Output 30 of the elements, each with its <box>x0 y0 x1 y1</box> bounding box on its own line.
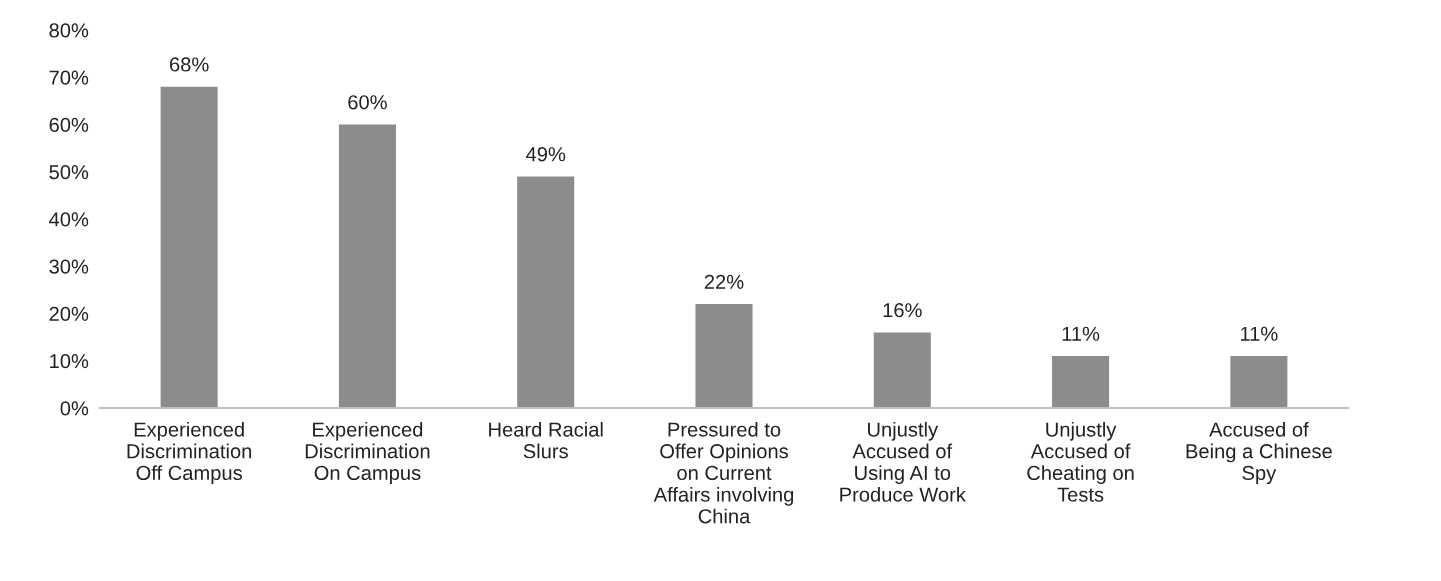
y-tick-label: 30% <box>49 259 89 274</box>
bar <box>1052 356 1110 408</box>
data-label: 16% <box>883 303 922 318</box>
y-tick-label: 60% <box>49 117 89 132</box>
y-tick-label: 70% <box>49 70 89 85</box>
data-label: 60% <box>348 95 387 110</box>
x-tick-label: Unjustly Accused of Using AI to Produce Work <box>840 421 966 502</box>
y-tick-label: 80% <box>49 23 89 38</box>
data-label: 68% <box>170 57 209 72</box>
y-tick-label: 20% <box>49 306 89 321</box>
data-label: 49% <box>526 147 566 162</box>
bar <box>873 332 931 408</box>
data-label: 22% <box>704 274 744 289</box>
y-tick-label: 10% <box>50 353 89 369</box>
y-tick-label: 0% <box>60 401 89 416</box>
bar <box>338 124 396 408</box>
data-label: 11% <box>1240 326 1278 341</box>
x-tick-label: Unjustly Accused of Cheating on Tests <box>1027 421 1134 502</box>
bar <box>517 176 575 408</box>
bar <box>1230 356 1288 408</box>
x-tick-label: Experienced Discrimination Off Campus <box>127 421 252 485</box>
x-tick-label: Heard Racial Slurs <box>489 421 603 459</box>
x-tick-label: Accused of Being a Chinese Spy <box>1186 421 1332 485</box>
x-tick-label: Experienced Discrimination On Campus <box>305 421 430 485</box>
bar <box>695 304 753 408</box>
y-tick-label: 50% <box>49 164 89 180</box>
y-tick-label: 40% <box>49 212 89 227</box>
x-tick-label: Pressured to Offer Opinions on Current Affairs involving China <box>653 421 794 524</box>
bar <box>160 86 218 408</box>
data-label: 11% <box>1062 326 1100 341</box>
